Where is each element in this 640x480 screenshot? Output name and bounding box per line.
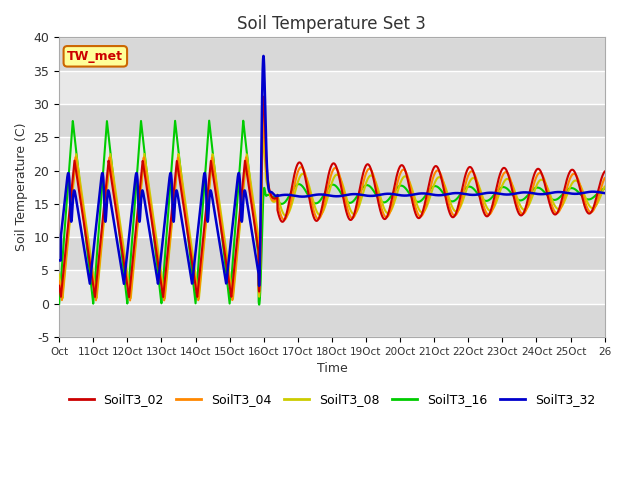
SoilT3_08 [55,272,63,277]
SoilT3_16 [255,302,263,308]
SoilT3_32 [307,192,315,198]
Text: TW_met: TW_met [67,50,124,63]
SoilT3_16 [237,152,244,158]
SoilT3_04 [261,148,269,154]
Line: SoilT3_04: SoilT3_04 [59,117,605,300]
SoilT3_16 [255,302,263,308]
SoilT3_16 [261,190,269,195]
SoilT3_16 [55,301,63,307]
Bar [59,204,605,237]
SoilT3_08 [486,208,494,214]
SoilT3_16 [486,196,494,202]
Bar [59,71,605,104]
SoilT3_16 [307,197,315,203]
SoilT3_08 [260,133,268,139]
SoilT3_32 [261,104,269,110]
Bar [59,271,605,304]
SoilT3_08 [451,208,459,214]
Bar [59,104,605,137]
SoilT3_32 [237,200,244,205]
Title: Soil Temperature Set 3: Soil Temperature Set 3 [237,15,426,33]
SoilT3_04 [307,198,315,204]
SoilT3_02 [260,94,268,99]
Line: SoilT3_08: SoilT3_08 [59,136,605,299]
SoilT3_04 [601,175,609,181]
Line: SoilT3_32: SoilT3_32 [59,56,605,286]
SoilT3_08 [237,215,244,220]
SoilT3_32 [451,190,459,196]
Bar [59,37,605,71]
Bar [59,304,605,337]
SoilT3_02 [261,128,269,133]
SoilT3_02 [255,288,263,294]
SoilT3_32 [255,283,263,288]
Y-axis label: Soil Temperature (C): Soil Temperature (C) [15,123,28,252]
X-axis label: Time: Time [317,362,348,375]
SoilT3_32 [486,190,494,195]
SoilT3_02 [125,294,133,300]
Line: SoilT3_16: SoilT3_16 [59,120,605,305]
Bar [59,170,605,204]
SoilT3_16 [601,186,609,192]
SoilT3_04 [486,211,494,216]
SoilT3_08 [195,296,203,301]
SoilT3_32 [255,283,263,288]
SoilT3_02 [237,201,244,206]
SoilT3_04 [55,278,63,284]
SoilT3_02 [307,205,315,211]
SoilT3_08 [255,294,263,300]
SoilT3_32 [55,258,63,264]
SoilT3_02 [451,212,459,217]
SoilT3_08 [601,184,609,190]
SoilT3_32 [601,190,609,196]
SoilT3_02 [55,283,63,288]
SoilT3_04 [237,210,244,216]
SoilT3_04 [255,289,263,295]
SoilT3_04 [126,298,134,303]
SoilT3_02 [486,209,494,215]
SoilT3_04 [260,114,268,120]
SoilT3_16 [205,118,213,123]
SoilT3_32 [260,53,268,59]
SoilT3_08 [307,191,315,197]
SoilT3_02 [601,169,609,175]
SoilT3_04 [451,213,459,218]
Bar [59,137,605,170]
SoilT3_16 [451,197,459,203]
SoilT3_08 [261,163,269,168]
Legend: SoilT3_02, SoilT3_04, SoilT3_08, SoilT3_16, SoilT3_32: SoilT3_02, SoilT3_04, SoilT3_08, SoilT3_… [63,388,600,411]
Bar [59,237,605,271]
Line: SoilT3_02: SoilT3_02 [59,96,605,297]
